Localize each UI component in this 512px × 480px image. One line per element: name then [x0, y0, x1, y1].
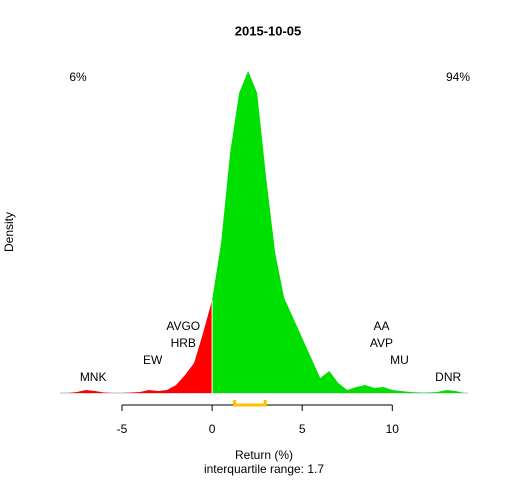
stock-label: MNK	[80, 370, 107, 384]
x-tick-label: 10	[386, 422, 400, 436]
x-tick-label: -5	[117, 422, 128, 436]
stock-label: DNR	[435, 370, 461, 384]
left-share: 6%	[69, 70, 87, 84]
x-tick-label: 0	[209, 422, 216, 436]
stock-label: HRB	[171, 336, 196, 350]
chart-title: 2015-10-05	[235, 23, 302, 38]
y-axis-title: Density	[2, 212, 16, 252]
stock-label: EW	[143, 353, 163, 367]
stock-label: AVP	[370, 336, 393, 350]
stock-label: AVGO	[166, 319, 200, 333]
iqr-bracket	[233, 400, 267, 407]
x-tick-label: 5	[299, 422, 306, 436]
left-area	[67, 300, 213, 393]
right-area	[212, 71, 465, 393]
x-axis-title: Return (%)	[235, 448, 293, 462]
stock-label: AA	[373, 319, 389, 333]
right-share: 94%	[446, 70, 470, 84]
subtitle: interquartile range: 1.7	[204, 462, 324, 476]
stock-label: MU	[390, 353, 409, 367]
